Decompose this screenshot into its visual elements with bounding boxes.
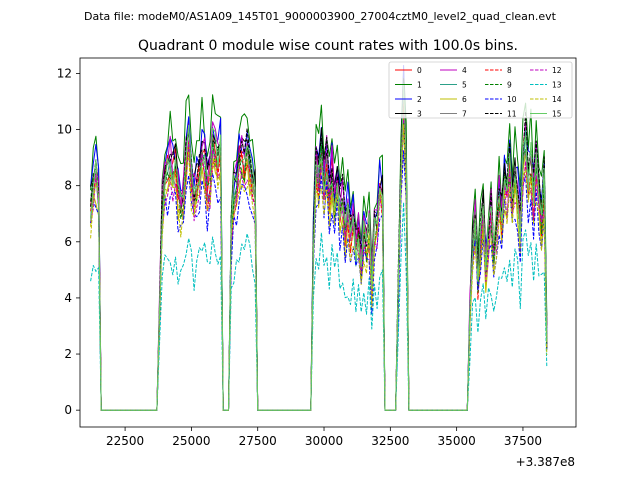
y-axis: 0 2 4 6 8 10 12 xyxy=(57,66,80,417)
legend-label-12: 12 xyxy=(552,66,562,75)
legend-label-14: 14 xyxy=(552,95,562,104)
x-tick-label: 35000 xyxy=(438,434,476,448)
y-tick-label: 6 xyxy=(64,235,72,249)
series-layer xyxy=(90,65,548,411)
x-tick-label: 37500 xyxy=(504,434,542,448)
series-line-15 xyxy=(90,83,548,411)
legend-label-4: 4 xyxy=(462,66,467,75)
x-offset-label: +3.387e8 xyxy=(516,455,575,469)
legend-label-11: 11 xyxy=(507,110,517,119)
legend-box xyxy=(388,61,573,119)
y-tick-label: 0 xyxy=(64,403,72,417)
x-axis: 22500 25000 27500 30000 32500 35000 37500 xyxy=(106,427,542,448)
x-tick-label: 27500 xyxy=(239,434,277,448)
chart-title: Quadrant 0 module wise count rates with … xyxy=(138,38,518,54)
legend-label-15: 15 xyxy=(552,110,562,119)
y-tick-label: 4 xyxy=(64,291,72,305)
y-tick-label: 8 xyxy=(64,179,72,193)
legend-label-8: 8 xyxy=(507,66,512,75)
legend-label-5: 5 xyxy=(462,81,467,90)
y-tick-label: 12 xyxy=(57,66,72,80)
axes-frame xyxy=(79,57,577,428)
legend-label-0: 0 xyxy=(417,66,422,75)
legend-label-13: 13 xyxy=(552,81,562,90)
chart-suptitle: Data file: modeM0/AS1A09_145T01_90000039… xyxy=(84,10,557,23)
y-tick-label: 10 xyxy=(57,123,72,137)
x-tick-label: 25000 xyxy=(172,434,210,448)
legend-label-3: 3 xyxy=(417,110,422,119)
x-tick-label: 22500 xyxy=(106,434,144,448)
legend-label-6: 6 xyxy=(462,95,467,104)
legend-label-7: 7 xyxy=(462,110,467,119)
y-tick-label: 2 xyxy=(64,347,72,361)
legend-label-9: 9 xyxy=(507,81,512,90)
legend-label-2: 2 xyxy=(417,95,422,104)
series-line-13 xyxy=(90,201,548,411)
x-tick-label: 30000 xyxy=(305,434,343,448)
legend-label-10: 10 xyxy=(507,95,517,104)
legend-label-1: 1 xyxy=(417,81,422,90)
x-tick-label: 32500 xyxy=(371,434,409,448)
series-line-14 xyxy=(90,124,548,411)
